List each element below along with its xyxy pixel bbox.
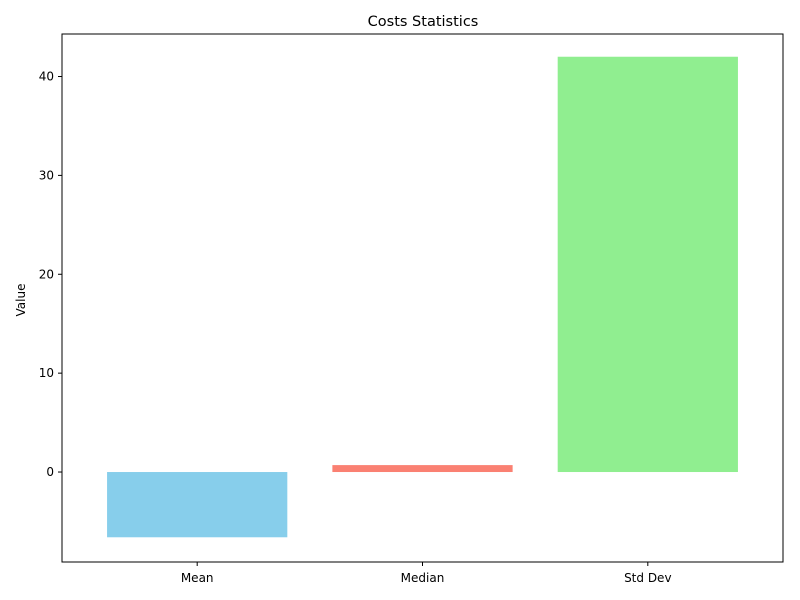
x-tick-label: Mean bbox=[181, 571, 214, 585]
bars-group bbox=[107, 56, 738, 538]
y-tick-label: 0 bbox=[46, 465, 54, 479]
bar-std-dev bbox=[557, 56, 738, 473]
y-axis-label: Value bbox=[14, 284, 28, 317]
x-tick-label: Median bbox=[401, 571, 445, 585]
x-axis-ticks: Mean Median Std Dev bbox=[181, 562, 672, 585]
y-tick-label: 40 bbox=[39, 70, 54, 84]
plot-frame bbox=[61, 33, 784, 563]
x-tick-label: Std Dev bbox=[624, 571, 671, 585]
y-axis-ticks: 0 10 20 30 40 bbox=[39, 70, 62, 479]
chart-title: Costs Statistics bbox=[368, 14, 479, 30]
bar-mean bbox=[107, 472, 288, 538]
bar-median bbox=[332, 465, 513, 473]
y-tick-label: 30 bbox=[39, 168, 54, 182]
y-tick-label: 10 bbox=[39, 366, 54, 380]
y-tick-label: 20 bbox=[39, 267, 54, 281]
